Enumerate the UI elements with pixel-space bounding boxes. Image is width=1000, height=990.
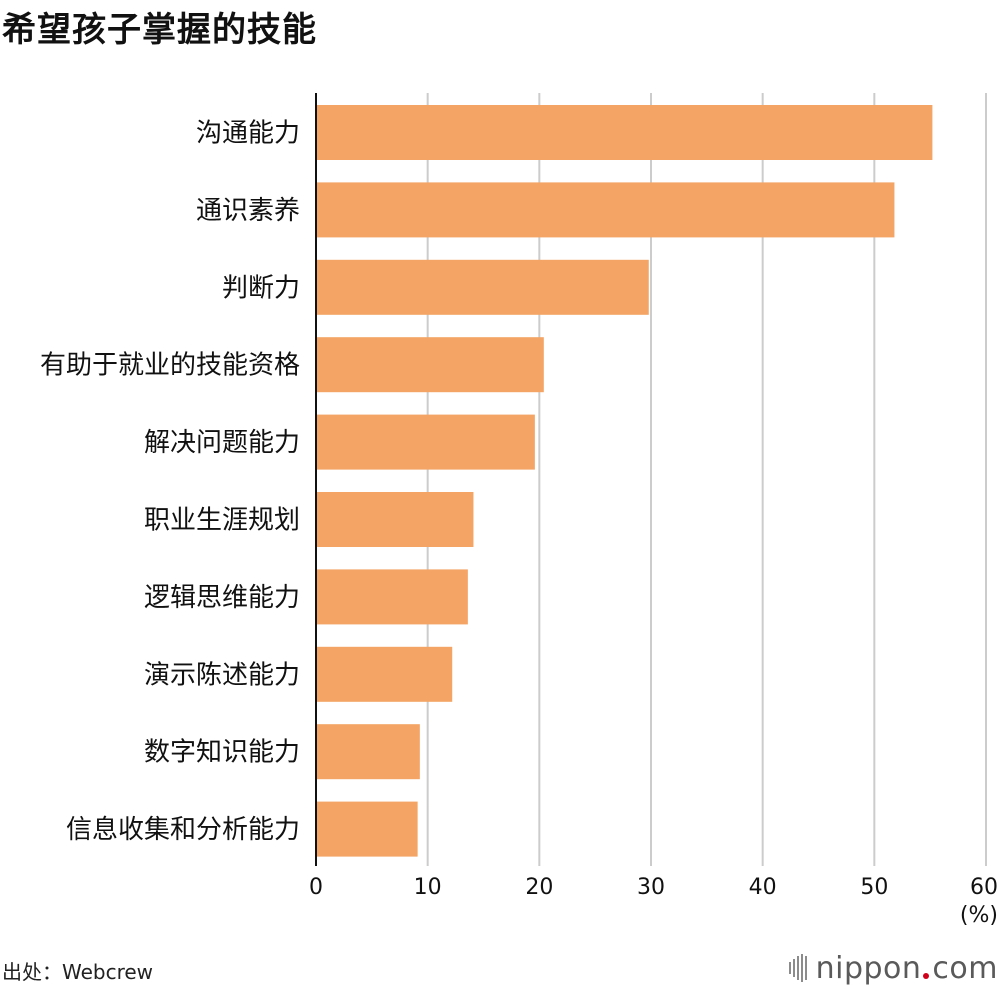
nippon-logo: nippon com [788, 950, 998, 986]
bar [316, 724, 420, 780]
category-label: 演示陈述能力 [144, 660, 300, 690]
category-label: 判断力 [222, 273, 300, 303]
x-tick-label: 40 [749, 875, 777, 900]
category-label: 解决问题能力 [144, 428, 300, 458]
bar [316, 105, 933, 160]
x-tick-label: 0 [309, 875, 323, 900]
bar [316, 492, 474, 547]
category-label: 信息收集和分析能力 [66, 815, 300, 845]
logo-bars-icon [788, 954, 809, 982]
x-tick-label: 20 [525, 875, 553, 900]
category-label: 逻辑思维能力 [144, 583, 300, 613]
category-label: 通识素养 [196, 196, 300, 226]
category-label: 职业生涯规划 [144, 506, 300, 536]
x-tick-labels: 0 10 20 30 40 50 60 [309, 875, 998, 900]
bar [316, 646, 453, 702]
x-tick-label: 50 [860, 875, 888, 900]
category-label: 数字知识能力 [144, 738, 300, 768]
bar [316, 801, 418, 857]
bars [316, 105, 933, 857]
x-unit-label: (%) [960, 903, 998, 928]
source-note: 出处：Webcrew [2, 960, 154, 984]
x-tick-label: 10 [414, 875, 442, 900]
bar [316, 337, 544, 393]
x-tick-label: 60 [970, 875, 998, 900]
category-label: 沟通能力 [196, 119, 300, 149]
logo-dot-icon [923, 973, 930, 979]
logo-name: nippon [815, 950, 922, 986]
chart-title: 希望孩子掌握的技能 [2, 10, 317, 50]
bar [316, 569, 468, 625]
logo-tld: com [932, 950, 998, 986]
bar [316, 414, 535, 470]
bar [316, 182, 895, 238]
x-tick-label: 30 [637, 875, 665, 900]
category-label: 有助于就业的技能资格 [40, 351, 300, 381]
bar [316, 259, 649, 315]
category-labels: 沟通能力通识素养判断力有助于就业的技能资格解决问题能力职业生涯规划逻辑思维能力演… [40, 119, 300, 846]
